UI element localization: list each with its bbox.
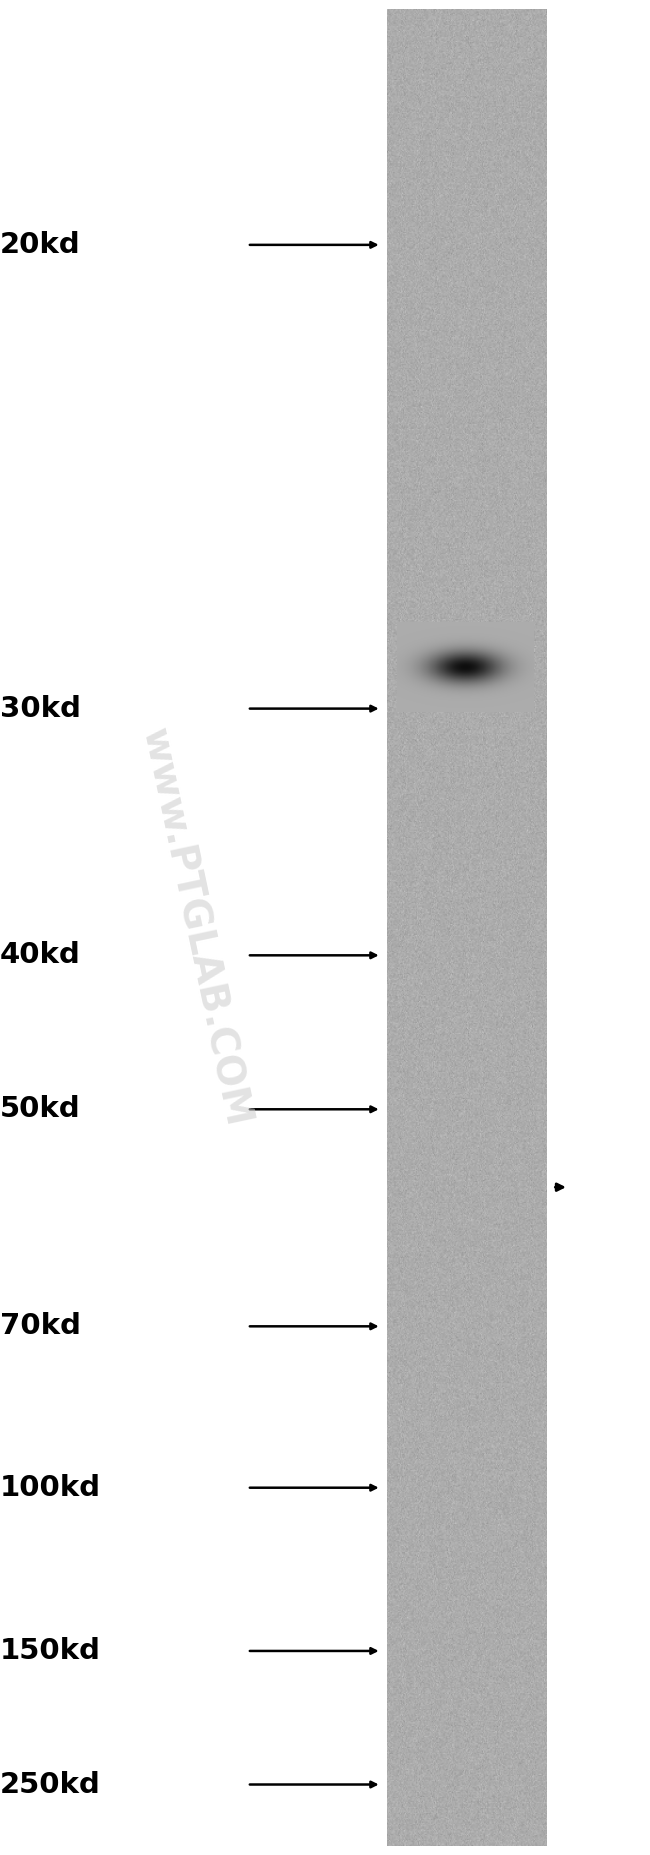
- Text: 70kd: 70kd: [0, 1311, 81, 1341]
- Text: 100kd: 100kd: [0, 1473, 101, 1503]
- Text: 150kd: 150kd: [0, 1636, 101, 1666]
- Text: 250kd: 250kd: [0, 1770, 101, 1799]
- Text: 30kd: 30kd: [0, 694, 81, 723]
- Text: 50kd: 50kd: [0, 1094, 81, 1124]
- Text: 40kd: 40kd: [0, 940, 81, 970]
- Text: www.PTGLAB.COM: www.PTGLAB.COM: [134, 725, 256, 1130]
- Text: 20kd: 20kd: [0, 230, 81, 260]
